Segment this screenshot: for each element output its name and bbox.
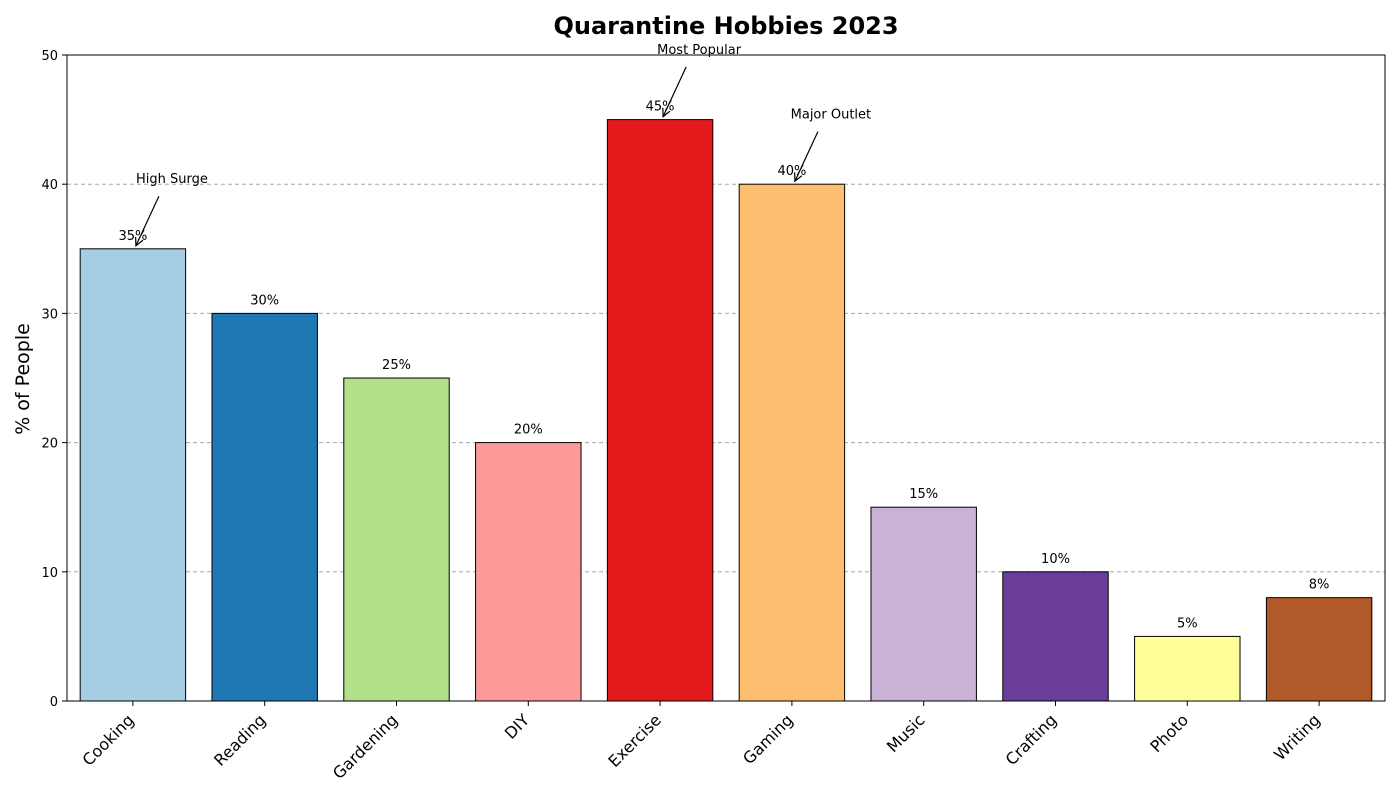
bar-diy [475,442,582,702]
y-tick-label: 20 [41,437,58,452]
bar-exercise [606,119,714,702]
bar-gaming [738,183,846,702]
x-tick-label: Reading [210,710,269,769]
bar-music [870,506,977,702]
value-label: 8% [1309,578,1330,593]
x-tick-label: DIY [501,710,534,743]
x-tick-label: Music [883,710,929,756]
x-tick-label: Exercise [604,710,665,771]
x-tick-label: Writing [1270,710,1324,764]
annotation-text: Major Outlet [791,108,872,123]
annotation-arrow [795,131,819,182]
x-tick-label: Crafting [1002,710,1061,769]
bar-photo [1134,635,1241,702]
value-label: 15% [909,487,938,502]
y-axis-label: % of People [12,323,34,435]
value-label: 30% [250,293,279,308]
bar-crafting [1002,571,1109,702]
y-tick-label: 10 [41,566,58,581]
x-tick-label: Photo [1146,710,1192,756]
axes-group [66,54,1386,702]
annotation-text: Most Popular [657,43,742,58]
annotation-arrow [663,66,687,117]
bar-cooking [79,248,187,702]
y-tick-label: 0 [50,695,58,710]
y-tick-label: 40 [41,178,58,193]
bar-gardening [343,377,450,702]
x-tick-label: Gardening [329,710,401,782]
x-tick-label: Gaming [739,710,797,768]
value-label: 10% [1041,552,1070,567]
x-tick-label: Cooking [78,710,137,769]
bars-group [79,119,1373,702]
bar-reading [211,312,318,702]
y-tick-label: 50 [41,49,58,64]
value-label: 20% [514,423,543,438]
chart-title: Quarantine Hobbies 2023 [553,12,898,40]
bar-writing [1265,597,1373,702]
y-tick-label: 30 [41,307,58,322]
annotations-group: High Surge Most Popular Major Outlet [136,43,871,246]
annotation-text: High Surge [136,172,208,187]
value-label: 5% [1177,616,1198,631]
annotation-arrow [136,195,160,246]
value-label: 25% [382,358,411,373]
plot-frame [66,54,1386,702]
